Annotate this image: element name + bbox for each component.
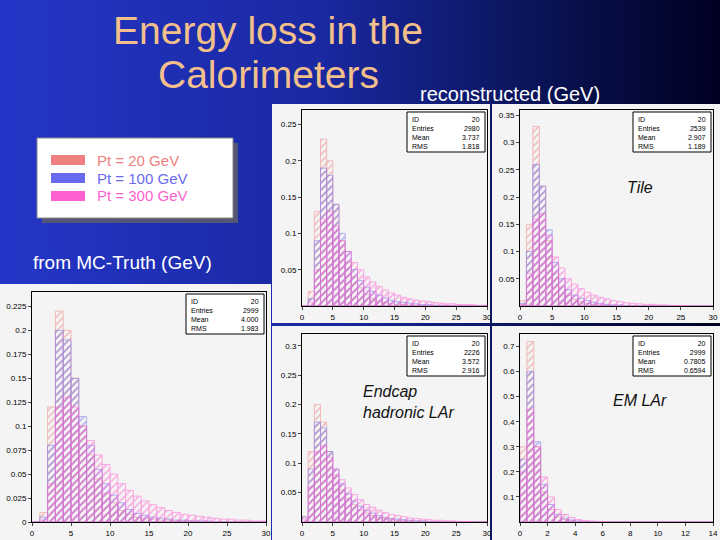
svg-text:0.1: 0.1 (15, 422, 27, 431)
svg-text:IDEntriesMeanRMS: IDEntriesMeanRMS (638, 340, 660, 374)
svg-text:0.3: 0.3 (285, 342, 297, 351)
svg-text:0.1: 0.1 (285, 229, 297, 238)
svg-text:20: 20 (644, 313, 653, 322)
svg-text:0.5: 0.5 (503, 392, 515, 401)
svg-text:20: 20 (421, 313, 430, 322)
svg-text:0.05: 0.05 (11, 470, 27, 479)
svg-text:5: 5 (550, 313, 555, 322)
svg-text:Pt = 100 GeV: Pt = 100 GeV (97, 170, 187, 187)
svg-text:30: 30 (262, 529, 271, 538)
svg-text:0.3: 0.3 (503, 443, 515, 452)
svg-text:30: 30 (483, 313, 492, 322)
svg-text:Tile: Tile (627, 179, 653, 196)
svg-text:2022263.5722.916: 2022263.5722.916 (462, 340, 480, 374)
svg-text:2029990.78050.6594: 2029990.78050.6594 (684, 340, 706, 374)
svg-text:8: 8 (628, 529, 633, 538)
svg-text:Pt = 300 GeV: Pt = 300 GeV (97, 187, 187, 204)
svg-text:12: 12 (681, 529, 690, 538)
svg-text:5: 5 (331, 313, 336, 322)
svg-text:0: 0 (30, 529, 35, 538)
svg-text:20: 20 (184, 529, 193, 538)
svg-text:2029803.7371.818: 2029803.7371.818 (462, 116, 480, 150)
svg-text:0.6: 0.6 (503, 367, 515, 376)
svg-text:25: 25 (452, 529, 461, 538)
svg-text:EM LAr: EM LAr (613, 392, 667, 409)
svg-text:0.15: 0.15 (281, 430, 297, 439)
svg-text:0.15: 0.15 (281, 193, 297, 202)
svg-text:14: 14 (709, 529, 718, 538)
svg-text:0: 0 (300, 529, 305, 538)
svg-text:0: 0 (22, 518, 27, 527)
svg-text:15: 15 (390, 313, 399, 322)
svg-text:IDEntriesMeanRMS: IDEntriesMeanRMS (412, 116, 434, 150)
svg-text:0.1: 0.1 (503, 247, 515, 256)
svg-text:0.4: 0.4 (503, 418, 515, 427)
svg-text:0.7: 0.7 (503, 342, 515, 351)
svg-text:0.35: 0.35 (499, 111, 515, 120)
svg-text:0.3: 0.3 (503, 138, 515, 147)
svg-text:IDEntriesMeanRMS: IDEntriesMeanRMS (412, 340, 434, 374)
svg-text:5: 5 (331, 529, 336, 538)
svg-text:20: 20 (421, 529, 430, 538)
svg-text:0.075: 0.075 (6, 446, 27, 455)
svg-text:0: 0 (518, 529, 523, 538)
svg-text:0.2: 0.2 (285, 400, 297, 409)
svg-text:0: 0 (300, 313, 305, 322)
svg-text:0.225: 0.225 (6, 302, 27, 311)
svg-text:25: 25 (676, 313, 685, 322)
svg-text:10: 10 (580, 313, 589, 322)
svg-text:0: 0 (518, 313, 523, 322)
svg-text:4: 4 (573, 529, 578, 538)
svg-text:15: 15 (145, 529, 154, 538)
svg-text:0.2: 0.2 (503, 468, 515, 477)
svg-text:0.05: 0.05 (281, 266, 297, 275)
svg-text:Endcaphadronic LAr: Endcaphadronic LAr (363, 383, 454, 421)
svg-text:0.15: 0.15 (11, 374, 27, 383)
svg-text:0.175: 0.175 (6, 350, 27, 359)
svg-text:30: 30 (483, 529, 492, 538)
svg-text:0.05: 0.05 (281, 488, 297, 497)
svg-text:2: 2 (545, 529, 550, 538)
svg-text:0.125: 0.125 (6, 398, 27, 407)
svg-text:30: 30 (709, 313, 718, 322)
svg-text:10: 10 (359, 529, 368, 538)
svg-text:25: 25 (452, 313, 461, 322)
svg-text:Energy loss in the: Energy loss in the (113, 9, 423, 52)
svg-text:2025392.9071.189: 2025392.9071.189 (688, 116, 706, 150)
svg-text:0.25: 0.25 (499, 166, 515, 175)
svg-text:0.1: 0.1 (503, 493, 515, 502)
svg-text:Pt = 20 GeV: Pt = 20 GeV (97, 152, 179, 169)
svg-text:0.1: 0.1 (285, 459, 297, 468)
svg-text:15: 15 (390, 529, 399, 538)
svg-text:reconstructed (GeV): reconstructed (GeV) (420, 83, 600, 105)
svg-text:Calorimeters: Calorimeters (158, 53, 379, 96)
svg-text:0.2: 0.2 (285, 157, 297, 166)
svg-text:0.15: 0.15 (499, 220, 515, 229)
svg-text:0.25: 0.25 (281, 120, 297, 129)
svg-text:6: 6 (600, 529, 605, 538)
svg-text:10: 10 (359, 313, 368, 322)
svg-text:10: 10 (653, 529, 662, 538)
svg-text:25: 25 (223, 529, 232, 538)
svg-text:0.05: 0.05 (499, 275, 515, 284)
svg-text:0.025: 0.025 (6, 494, 27, 503)
svg-text:from MC-Truth (GeV): from MC-Truth (GeV) (33, 252, 212, 273)
svg-text:2029994.0001.983: 2029994.0001.983 (241, 298, 259, 332)
svg-text:15: 15 (612, 313, 621, 322)
svg-text:5: 5 (69, 529, 74, 538)
svg-text:0.2: 0.2 (15, 326, 27, 335)
svg-text:IDEntriesMeanRMS: IDEntriesMeanRMS (638, 116, 660, 150)
svg-text:IDEntriesMeanRMS: IDEntriesMeanRMS (191, 298, 213, 332)
svg-text:0.2: 0.2 (503, 193, 515, 202)
svg-text:0.25: 0.25 (281, 371, 297, 380)
svg-text:10: 10 (106, 529, 115, 538)
